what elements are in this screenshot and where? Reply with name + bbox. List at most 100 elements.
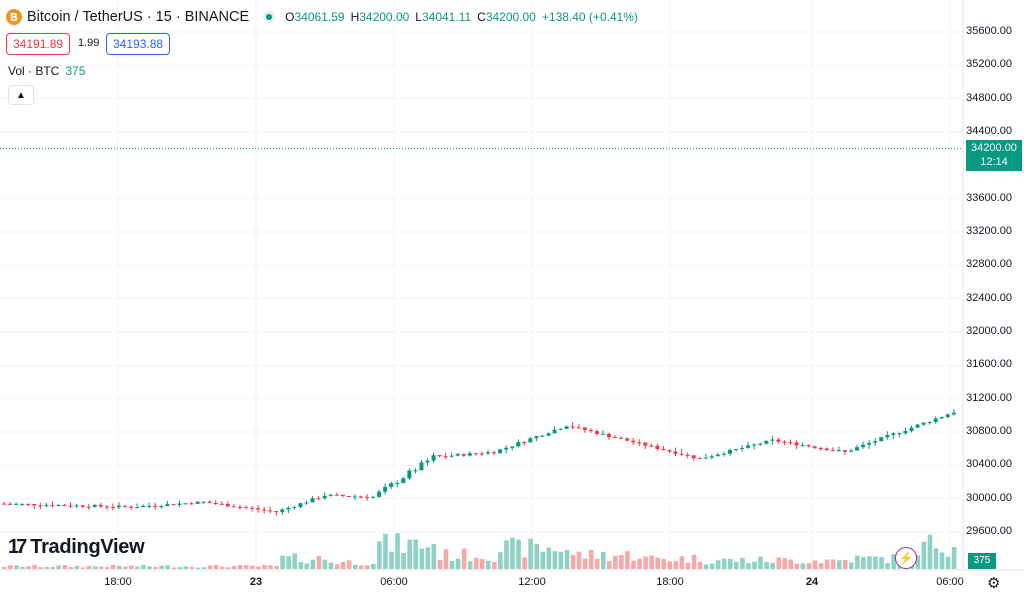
candle-body bbox=[213, 502, 218, 504]
volume-bar bbox=[752, 561, 757, 569]
candle-body bbox=[189, 503, 194, 505]
candle-body bbox=[171, 504, 176, 506]
lightning-icon[interactable]: ⚡ bbox=[895, 547, 917, 569]
buy-price-button[interactable]: 34193.88 bbox=[106, 33, 171, 55]
candle-body bbox=[915, 424, 920, 428]
volume-bar bbox=[153, 566, 158, 569]
candle-body bbox=[98, 504, 103, 507]
volume-bar bbox=[836, 560, 842, 569]
volume-bar bbox=[703, 564, 709, 569]
candle-body bbox=[927, 422, 932, 424]
candle-body bbox=[153, 505, 158, 507]
candle-body bbox=[129, 506, 134, 508]
candle-body bbox=[776, 439, 781, 442]
volume-bar bbox=[721, 558, 727, 569]
candle-body bbox=[800, 445, 805, 447]
last-price-tag: 34200.00 12:14 bbox=[966, 140, 1022, 171]
candle-body bbox=[933, 418, 938, 423]
candle-body bbox=[8, 503, 13, 505]
chevron-up-icon: ▲ bbox=[16, 89, 26, 101]
candle-body bbox=[346, 495, 351, 497]
candle-body bbox=[879, 437, 884, 442]
price-change: +138.40 (+0.41%) bbox=[541, 10, 638, 24]
candle-body bbox=[510, 446, 515, 448]
candle-body bbox=[564, 426, 569, 429]
market-status-icon[interactable] bbox=[263, 11, 276, 23]
tradingview-logo[interactable]: 17 TradingView bbox=[8, 536, 145, 559]
volume-bar bbox=[697, 561, 703, 569]
candle-body bbox=[600, 433, 605, 435]
volume-bar bbox=[649, 555, 654, 569]
volume-bar bbox=[68, 566, 74, 569]
volume-bar bbox=[564, 549, 570, 569]
volume-bar bbox=[818, 563, 824, 569]
volume-bar bbox=[62, 565, 68, 569]
volume-bar bbox=[183, 566, 189, 569]
volume-bar bbox=[873, 556, 878, 569]
time-tick-label: 06:00 bbox=[380, 576, 408, 588]
open-label: O bbox=[285, 10, 295, 24]
price-tick-label: 33200.00 bbox=[966, 225, 1012, 237]
volume-bar bbox=[927, 534, 933, 569]
candle-body bbox=[588, 430, 593, 432]
volume-bar bbox=[213, 565, 219, 569]
candle-body bbox=[625, 438, 630, 441]
candle-body bbox=[661, 448, 666, 451]
symbol-title[interactable]: Bitcoin / TetherUS · 15 · BINANCE bbox=[27, 9, 250, 25]
settings-gear-icon[interactable]: ⚙ bbox=[987, 575, 1001, 592]
candle-body bbox=[383, 486, 388, 492]
price-tick-label: 31600.00 bbox=[966, 358, 1012, 371]
sell-price-button[interactable]: 34191.89 bbox=[6, 33, 71, 55]
candle-body bbox=[461, 454, 466, 456]
price-tick-label: 30000.00 bbox=[966, 491, 1012, 504]
price-tick-label: 35600.00 bbox=[966, 25, 1012, 37]
time-tick-label: 18:00 bbox=[104, 576, 132, 588]
volume-bar bbox=[195, 567, 201, 569]
candle-body bbox=[528, 438, 533, 443]
candle-body bbox=[413, 470, 418, 472]
candle-body bbox=[516, 442, 521, 447]
volume-bar bbox=[340, 561, 346, 569]
candle-body bbox=[328, 494, 333, 496]
candle-body bbox=[903, 430, 908, 434]
collapse-legend-button[interactable]: ▲ bbox=[8, 85, 34, 105]
volume-bar bbox=[824, 559, 830, 569]
bitcoin-icon[interactable]: B bbox=[6, 9, 22, 25]
candle-body bbox=[135, 507, 140, 509]
candle-body bbox=[728, 449, 732, 454]
candle-body bbox=[540, 435, 545, 437]
volume-legend[interactable]: Vol · BTC 375 bbox=[8, 64, 85, 78]
volume-bar bbox=[98, 566, 104, 569]
volume-bar bbox=[600, 551, 606, 569]
volume-bar bbox=[861, 556, 866, 569]
volume-bar bbox=[286, 556, 291, 569]
candle-body bbox=[80, 505, 85, 507]
time-tick-label: 23 bbox=[249, 576, 263, 588]
time-tick-label: 06:00 bbox=[936, 576, 964, 588]
volume-bar bbox=[498, 552, 503, 569]
candle-body bbox=[371, 496, 376, 498]
candle-body bbox=[38, 505, 43, 507]
volume-bar bbox=[44, 566, 49, 569]
volume-bar bbox=[262, 565, 267, 569]
candle-body bbox=[897, 433, 902, 435]
candle-body bbox=[14, 503, 19, 505]
candle-body bbox=[141, 505, 146, 508]
candle-body bbox=[165, 504, 170, 507]
price-tick-label: 32800.00 bbox=[966, 258, 1012, 271]
candle-body bbox=[32, 503, 37, 506]
volume-bar bbox=[504, 540, 509, 569]
volume-bar bbox=[492, 561, 497, 569]
low-value: 34041.11 bbox=[421, 10, 472, 24]
candle-body bbox=[855, 447, 860, 451]
volume-bar bbox=[334, 564, 340, 569]
volume-bar bbox=[800, 563, 806, 569]
candle-body bbox=[812, 446, 817, 449]
candle-body bbox=[679, 453, 684, 455]
candle-body bbox=[377, 491, 382, 497]
candle-body bbox=[715, 454, 720, 457]
volume-bar bbox=[298, 562, 304, 569]
volume-bar bbox=[558, 551, 564, 569]
symbol-legend: B Bitcoin / TetherUS · 15 · BINANCE O 34… bbox=[6, 7, 644, 27]
